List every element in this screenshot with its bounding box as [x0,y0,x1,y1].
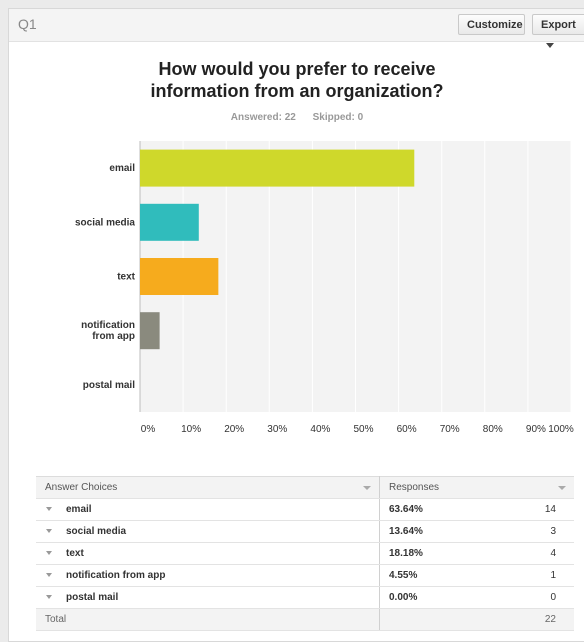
expand-arrow-icon[interactable] [46,506,52,511]
response-count: 1 [479,564,574,587]
response-count: 14 [479,498,574,521]
customize-button[interactable]: Customize [458,14,525,35]
response-count: 3 [479,520,574,543]
x-tick-label: 100% [548,424,574,435]
table-row[interactable]: postal mail 0.00% 0 [36,586,574,609]
category-label: email [109,163,135,174]
x-tick-label: 10% [181,424,201,435]
expand-arrow-icon[interactable] [46,528,52,533]
response-percent: 4.55% [379,564,479,587]
category-label: postal mail [83,380,135,391]
export-label: Export [541,19,576,31]
bar-email[interactable] [140,149,415,187]
category-labels: email social media text notification from ap… [75,163,136,391]
x-tick-label: 70% [440,424,460,435]
response-count: 0 [479,586,574,609]
response-percent: 13.64% [379,520,479,543]
responses-label: Responses [389,482,440,493]
response-percent: 0.00% [379,586,479,609]
question-title-line2: information from an organization? [150,81,444,101]
table-row[interactable]: email 63.64% 14 [36,498,574,521]
x-tick-label: 40% [310,424,330,435]
total-row: Total 22 [36,608,574,631]
answer-choice-label: text [66,548,84,559]
answer-choice: email [36,498,380,521]
answered-count: Answered: 22 [230,112,296,123]
total-label: Total [36,608,380,631]
question-number: Q1 [18,16,37,32]
bar-chart: email social media text notification from ap… [75,141,574,435]
response-count: 4 [479,542,574,565]
expand-arrow-icon[interactable] [46,594,52,599]
question-header: Q1 Customize Export [9,9,584,48]
category-label: text [117,272,135,283]
x-tick-label: 30% [267,424,287,435]
answer-choice: social media [36,520,380,543]
x-tick-label: 80% [483,424,503,435]
x-tick-label: 0% [141,424,156,435]
table-row[interactable]: social media 13.64% 3 [36,520,574,543]
x-tick-label: 50% [353,424,373,435]
answer-choice-label: social media [66,526,127,537]
total-value: 22 [479,608,574,631]
category-label: notification from app [81,320,135,342]
response-percent: 63.64% [379,498,479,521]
response-percent: 18.18% [379,542,479,565]
x-tick-label: 60% [397,424,417,435]
table-header-row: Answer Choices Responses [36,476,574,499]
bars [140,149,415,350]
category-label: social media [75,217,135,228]
x-tick-label: 90% [526,424,546,435]
table-row[interactable]: text 18.18% 4 [36,542,574,565]
answer-choices-label: Answer Choices [45,482,118,493]
sort-arrow-icon[interactable] [363,486,371,490]
bar-social-media[interactable] [140,203,199,241]
responses-table: Answer Choices Responses email 63.64% 14 so… [36,476,574,631]
answer-choice: text [36,542,380,565]
export-button[interactable]: Export [532,14,584,48]
table-row[interactable]: notification from app 4.55% 1 [36,564,574,587]
question-title-line1: How would you prefer to receive [158,59,436,79]
tick-labels: 0% 10% 20% 30% 40% 50% 60% 70% 80% 90% 100% [141,424,574,435]
answer-choice-label: postal mail [66,592,119,603]
bar-notification-from-app[interactable] [140,312,160,350]
answer-choice-label: notification from app [66,570,166,581]
answer-choice-label: email [66,504,92,515]
sort-arrow-icon[interactable] [558,486,566,490]
response-summary: Answered: 22 Skipped: 0 [0,112,584,123]
chevron-down-icon [546,43,554,48]
expand-arrow-icon[interactable] [46,572,52,577]
answer-choice: notification from app [36,564,380,587]
bar-text[interactable] [140,258,219,295]
answer-choices-header[interactable]: Answer Choices [36,476,380,499]
x-tick-label: 20% [224,424,244,435]
responses-header[interactable]: Responses [379,476,574,499]
skipped-count: Skipped: 0 [312,112,364,123]
expand-arrow-icon[interactable] [46,550,52,555]
answer-choice: postal mail [36,586,380,609]
